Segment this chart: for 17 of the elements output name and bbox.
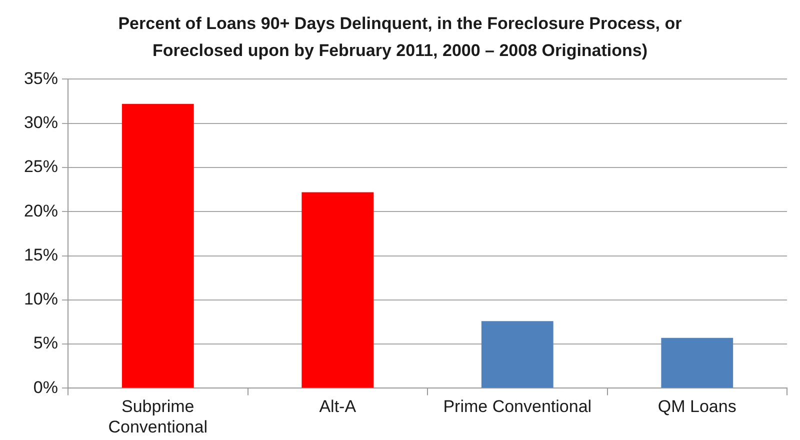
bar xyxy=(661,338,734,388)
x-tick-label: Alt-A xyxy=(319,397,357,416)
x-tick-label: Prime Conventional xyxy=(443,397,592,416)
x-tick-label: QM Loans xyxy=(658,397,736,416)
x-tick-label: Subprime Conventional xyxy=(108,397,208,436)
y-tick-label: 10% xyxy=(24,290,58,309)
y-tick-label: 20% xyxy=(24,201,58,220)
bar xyxy=(481,321,554,388)
y-tick-label: 0% xyxy=(33,378,58,397)
bar xyxy=(302,192,374,388)
y-tick-label: 15% xyxy=(24,245,58,264)
chart-title: Percent of Loans 90+ Days Delinquent, in the Foreclosure Process, or Foreclosed upon by February 2011, 2000 – 2008 Originations) xyxy=(117,13,683,62)
bar xyxy=(122,104,194,388)
y-tick-label: 5% xyxy=(33,334,58,353)
y-tick-label: 25% xyxy=(24,157,58,176)
y-tick-label: 30% xyxy=(24,113,58,132)
y-tick-label: 35% xyxy=(24,68,58,88)
